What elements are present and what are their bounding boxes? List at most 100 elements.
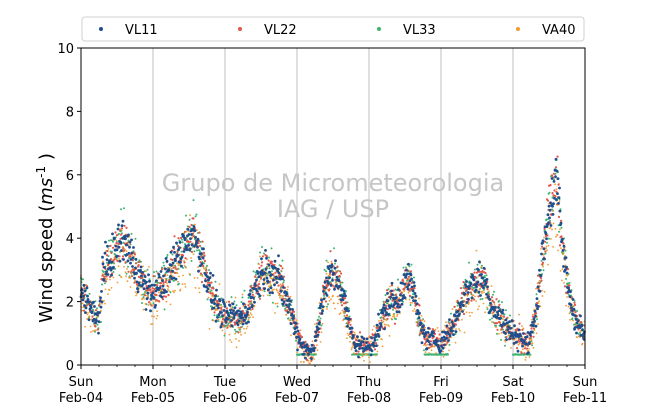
point-VA40: [350, 348, 353, 351]
point-VA40: [493, 303, 496, 305]
point-VL11: [455, 317, 459, 321]
point-VL11: [263, 271, 267, 275]
point-VL22: [460, 296, 463, 300]
point-VL11: [146, 291, 150, 295]
point-VL22: [189, 240, 192, 243]
point-VA40: [106, 278, 108, 281]
point-VL11: [292, 314, 295, 318]
point-VA40: [219, 304, 221, 307]
point-VL11: [538, 290, 542, 293]
point-VA40: [166, 282, 168, 284]
point-VL11: [306, 346, 310, 350]
point-VL11: [440, 336, 444, 340]
point-VL11: [273, 283, 276, 287]
point-VL11: [148, 280, 151, 283]
point-VA40: [442, 355, 445, 358]
point-VL11: [527, 351, 530, 354]
point-VA40: [559, 228, 561, 231]
point-VL11: [581, 335, 585, 338]
point-VL33: [112, 240, 114, 243]
point-VL11: [534, 314, 537, 318]
x-tick-weekday-4: Thu: [356, 375, 381, 390]
point-VA40: [309, 362, 311, 365]
point-VL33: [100, 321, 102, 324]
point-VL11: [101, 262, 105, 266]
point-VL11: [183, 238, 187, 242]
point-VL11: [285, 303, 288, 307]
point-VL11: [552, 202, 555, 206]
point-VL11: [523, 339, 526, 342]
point-VA40: [164, 277, 167, 280]
point-VL11: [532, 317, 536, 321]
point-VL11: [272, 278, 275, 282]
point-VL22: [302, 350, 306, 353]
point-VA40: [332, 294, 334, 297]
point-VL22: [472, 298, 476, 301]
point-VA40: [478, 288, 481, 291]
point-VL22: [338, 274, 341, 278]
point-VL22: [268, 280, 272, 283]
point-VL11: [443, 343, 446, 347]
point-VL11: [226, 311, 229, 315]
point-VL33: [174, 264, 176, 267]
point-VL33: [402, 300, 404, 303]
point-VL11: [201, 256, 205, 259]
point-VL11: [564, 256, 568, 260]
point-VL11: [389, 295, 392, 299]
point-VL22: [150, 304, 153, 307]
point-VL33: [549, 219, 551, 222]
y-axis-label-prefix: Wind speed (: [36, 205, 57, 323]
point-VL22: [499, 314, 503, 317]
point-VL22: [161, 298, 165, 301]
point-VA40: [475, 249, 478, 252]
point-VL11: [390, 281, 394, 285]
point-VL11: [450, 326, 453, 330]
point-VL22: [141, 281, 144, 284]
point-VL11: [83, 304, 86, 307]
point-VL11: [136, 287, 139, 291]
point-VL11: [391, 293, 394, 297]
point-VA40: [104, 288, 107, 291]
point-VL11: [484, 281, 488, 285]
point-VA40: [364, 353, 367, 356]
point-VL22: [328, 288, 331, 291]
point-VL33: [387, 288, 390, 291]
point-VL11: [131, 256, 135, 260]
point-VL33: [573, 323, 575, 326]
point-VA40: [532, 346, 535, 349]
point-VL22: [523, 352, 526, 355]
y-tick-label-2: 4: [66, 232, 74, 247]
point-VL33: [392, 308, 394, 311]
point-VL11: [165, 259, 169, 263]
point-VL33: [382, 300, 385, 303]
point-VA40: [142, 265, 144, 268]
point-VL11: [427, 340, 431, 343]
point-VL22: [430, 343, 434, 346]
point-VL22: [239, 326, 242, 329]
point-VL11: [185, 246, 188, 249]
point-VL11: [540, 252, 543, 256]
point-VA40: [244, 332, 246, 334]
point-VL22: [553, 189, 556, 192]
point-VL33: [223, 334, 226, 337]
point-VL11: [561, 249, 565, 252]
point-VA40: [381, 338, 383, 341]
legend-label-VA40: VA40: [542, 23, 576, 38]
point-VA40: [344, 315, 346, 318]
point-VL11: [257, 275, 261, 279]
point-VA40: [436, 327, 439, 329]
point-VL22: [249, 300, 253, 303]
point-VL11: [314, 339, 317, 342]
point-VL11: [350, 326, 354, 330]
point-VL22: [484, 271, 487, 275]
point-VL11: [114, 244, 118, 248]
point-VA40: [484, 297, 487, 299]
point-VL22: [486, 288, 489, 291]
point-VL22: [328, 272, 332, 275]
point-VA40: [289, 295, 292, 298]
point-VL11: [436, 339, 439, 343]
point-VL11: [289, 299, 292, 303]
point-VL22: [197, 242, 200, 245]
point-VL33: [103, 270, 105, 273]
point-VL11: [451, 329, 454, 333]
